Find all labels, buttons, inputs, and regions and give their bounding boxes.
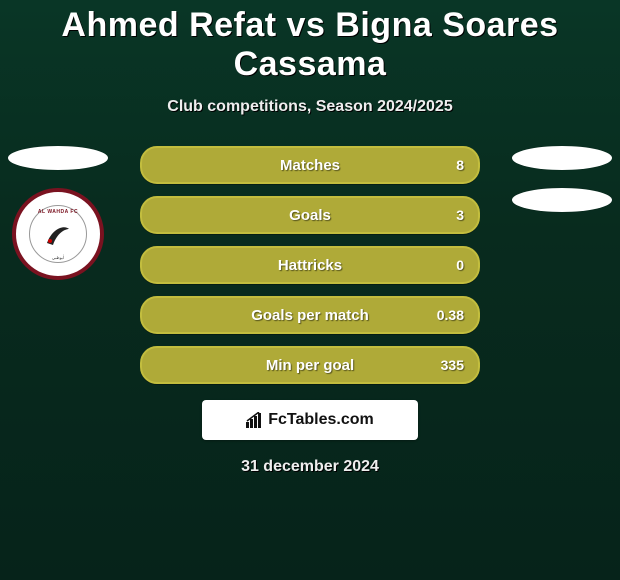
stat-value: 3 [456, 207, 464, 223]
right-player-column [512, 146, 612, 230]
content-area: AL WAHDA FC أبوظبي Matches 8 [0, 146, 620, 476]
stats-table: Matches 8 Goals 3 Hattricks 0 Goals per … [140, 146, 480, 384]
stat-row: Goals 3 [140, 196, 480, 234]
club-logo-swoosh-icon [43, 219, 73, 249]
left-player-badge-placeholder [8, 146, 108, 170]
left-player-column: AL WAHDA FC أبوظبي [8, 146, 108, 280]
right-player-badge-placeholder [512, 146, 612, 170]
stat-value: 0 [456, 257, 464, 273]
club-logo-top-text: AL WAHDA FC [38, 209, 78, 215]
stat-label: Goals per match [251, 307, 369, 324]
brand-label: FcTables.com [246, 411, 374, 429]
stat-label: Goals [289, 207, 331, 224]
club-logo-bottom-text: أبوظبي [52, 255, 64, 260]
brand-text: FcTables.com [268, 411, 374, 429]
left-club-logo: AL WAHDA FC أبوظبي [12, 188, 104, 280]
stat-value: 8 [456, 157, 464, 173]
stat-row: Min per goal 335 [140, 346, 480, 384]
stat-label: Matches [280, 157, 340, 174]
page-subtitle: Club competitions, Season 2024/2025 [0, 98, 620, 116]
bar-chart-icon [246, 412, 264, 428]
stat-row: Hattricks 0 [140, 246, 480, 284]
stat-label: Hattricks [278, 257, 342, 274]
stat-row: Goals per match 0.38 [140, 296, 480, 334]
club-logo-inner: AL WAHDA FC أبوظبي [29, 205, 87, 263]
stat-value: 0.38 [437, 307, 464, 323]
stat-label: Min per goal [266, 357, 354, 374]
stat-row: Matches 8 [140, 146, 480, 184]
right-club-logo-placeholder [512, 188, 612, 212]
page-title: Ahmed Refat vs Bigna Soares Cassama [0, 0, 620, 84]
comparison-card: Ahmed Refat vs Bigna Soares Cassama Club… [0, 0, 620, 580]
footer-date: 31 december 2024 [0, 458, 620, 476]
stat-value: 335 [441, 357, 464, 373]
brand-card: FcTables.com [202, 400, 418, 440]
